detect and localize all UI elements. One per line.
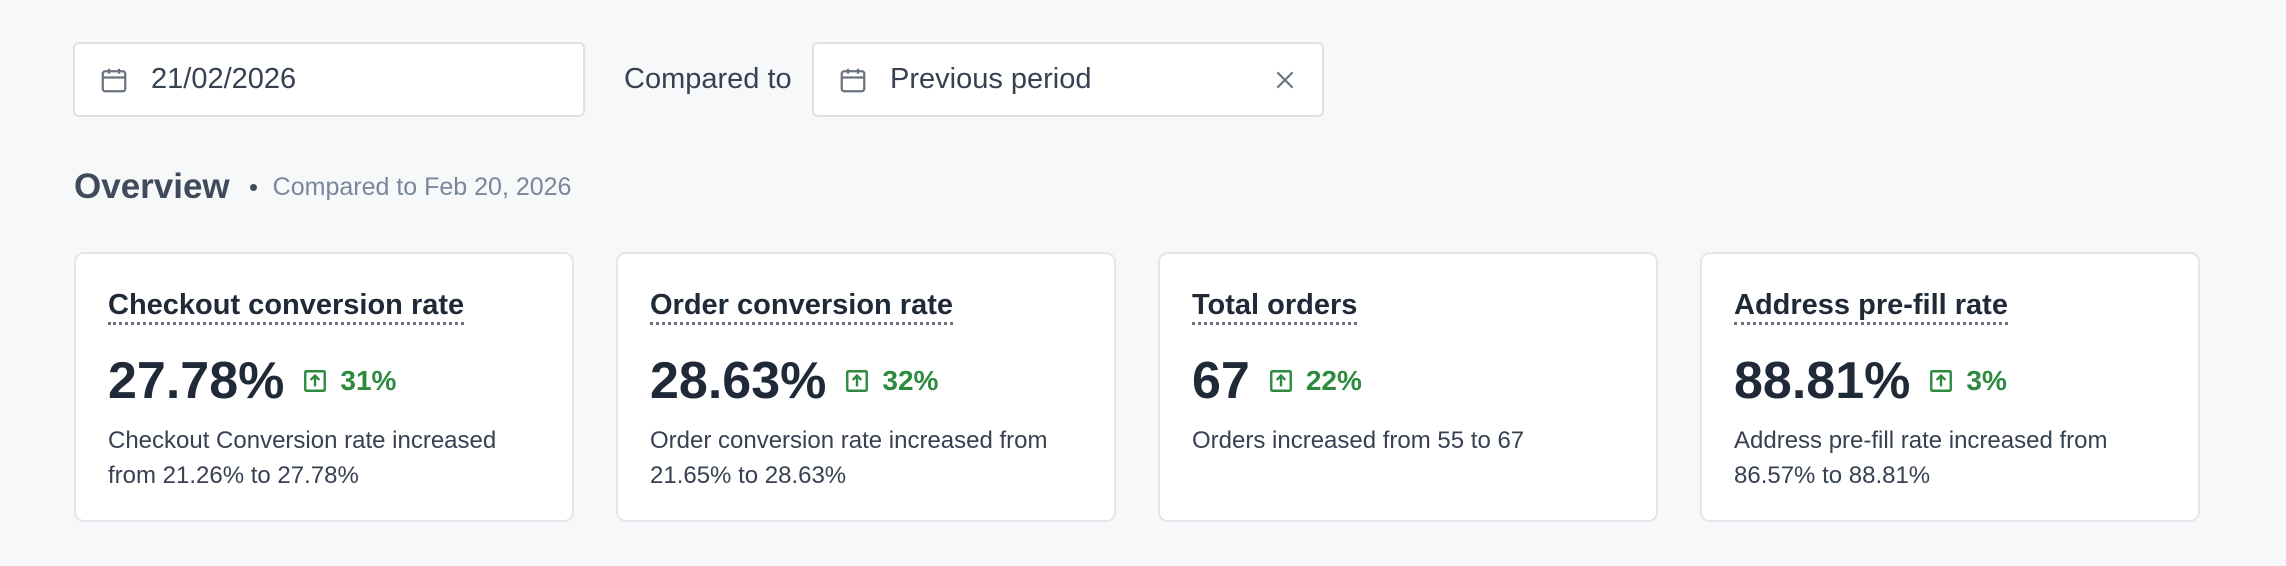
date-picker[interactable]: 21/02/2026 — [73, 42, 585, 117]
card-title[interactable]: Total orders — [1192, 288, 1358, 325]
up-icon — [846, 370, 869, 392]
card-description: Checkout Conversion rate increased from … — [108, 427, 497, 489]
compare-picker[interactable]: Previous period — [812, 42, 1324, 117]
calendar-icon — [101, 68, 127, 92]
change-value: 22% — [1305, 365, 1362, 396]
separator — [249, 183, 257, 191]
change-badge: 32% — [844, 365, 938, 397]
metric-card: Address pre-fill rate 88.81% 3% Address pre… — [1700, 252, 2200, 522]
change-badge: 3% — [1928, 365, 2007, 397]
card-value: 67 — [1192, 352, 1250, 410]
up-icon — [304, 370, 327, 392]
card-description: Order conversion rate increased from 21.… — [650, 427, 1048, 489]
change-badge: 22% — [1268, 365, 1362, 397]
up-icon — [1269, 370, 1292, 392]
value-row: 88.81% 3% — [1734, 351, 2166, 411]
up-icon — [1930, 370, 1953, 392]
overview-subtitle: Compared to Feb 20, 2026 — [272, 172, 572, 201]
metric-card: Order conversion rate 28.63% 32% Order conv… — [616, 252, 1116, 522]
metric-card: Total orders 67 22% Orders increased from 5… — [1158, 252, 1658, 522]
card-title[interactable]: Checkout conversion rate — [108, 288, 465, 325]
value-row: 27.78% 31% — [108, 351, 540, 411]
overview-header: Overview Compared to Feb 20, 2026 — [74, 165, 571, 209]
value-row: 28.63% 32% — [650, 351, 1082, 411]
overview-title: Overview — [74, 167, 230, 206]
compare-label: Compared to — [624, 63, 792, 95]
change-badge: 31% — [302, 365, 396, 397]
card-value: 28.63% — [650, 352, 827, 410]
value-row: 67 22% — [1192, 351, 1624, 411]
card-title[interactable]: Order conversion rate — [650, 288, 953, 325]
card-description: Orders increased from 55 to 67 — [1192, 427, 1525, 454]
card-title[interactable]: Address pre-fill rate — [1734, 288, 2008, 325]
clear-button[interactable] — [1272, 67, 1298, 93]
change-value: 32% — [882, 365, 939, 396]
date-value: 21/02/2026 — [151, 63, 297, 95]
card-value: 27.78% — [108, 352, 285, 410]
card-value: 88.81% — [1734, 352, 1911, 410]
compare-value: Previous period — [890, 63, 1092, 95]
metric-card: Checkout conversion rate 27.78% 31% Checkou… — [74, 252, 574, 522]
card-description: Address pre-fill rate increased from 86.… — [1734, 427, 2108, 489]
change-value: 31% — [340, 365, 397, 396]
change-value: 3% — [1966, 365, 2007, 396]
calendar-icon — [840, 68, 866, 92]
